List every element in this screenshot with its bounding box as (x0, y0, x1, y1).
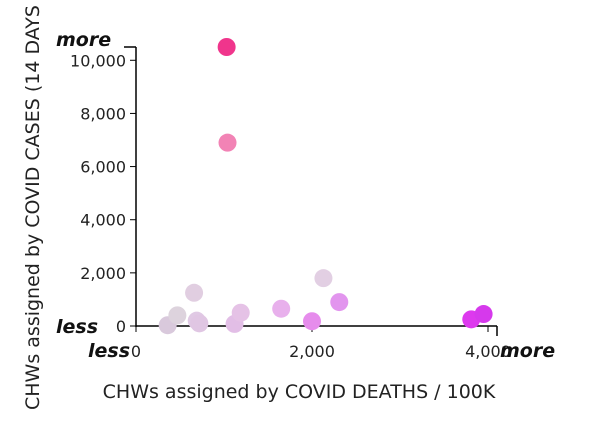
scatter-point[interactable] (272, 299, 291, 318)
x-axis-title: CHWs assigned by COVID DEATHS / 100K (103, 381, 496, 403)
scatter-point[interactable] (190, 314, 209, 333)
scatter-point[interactable] (330, 293, 349, 312)
scatter-point[interactable] (217, 38, 236, 56)
y-axis-title: CHWs assigned by COVID CASES (14 DAYS (22, 5, 44, 410)
y-low-label: less (56, 316, 98, 338)
x-tick-label: 0 (131, 342, 141, 361)
scatter-point[interactable] (231, 303, 250, 322)
x-tick-label: 4,000 (465, 342, 511, 361)
x-low-label: less (88, 340, 130, 362)
x-tick-label: 2,000 (289, 342, 335, 361)
x-high-label: more (500, 340, 555, 362)
y-tick-label: 10,000 (70, 51, 126, 70)
y-axis-ticks: 0 2,000 4,000 6,000 8,000 10,000 (70, 51, 136, 336)
x-axis-ticks: 0 2,000 4,000 (131, 326, 511, 361)
scatter-point[interactable] (474, 305, 493, 324)
y-tick-label: 4,000 (80, 211, 126, 230)
y-high-label: more (56, 29, 111, 51)
y-tick-label: 0 (116, 317, 126, 336)
scatter-point[interactable] (314, 269, 333, 288)
scatter-point[interactable] (218, 133, 237, 152)
y-tick-label: 2,000 (80, 264, 126, 283)
y-tick-label: 6,000 (80, 158, 126, 177)
scatter-point[interactable] (303, 312, 321, 331)
scatter-point[interactable] (168, 306, 187, 325)
scatter-point[interactable] (185, 283, 204, 302)
y-tick-label: 8,000 (80, 104, 126, 123)
data-points (158, 38, 493, 335)
